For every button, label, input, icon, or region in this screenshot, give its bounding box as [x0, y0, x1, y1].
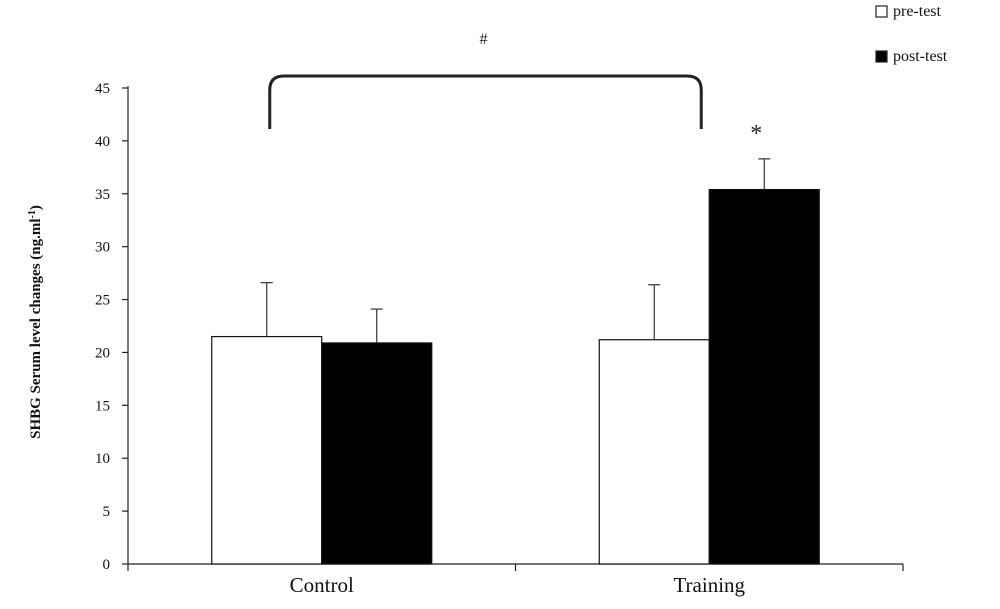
bars: [211, 188, 820, 565]
legend-swatch-pre-test: [875, 5, 888, 18]
y-tick-label: 5: [103, 504, 111, 520]
y-axis-title: SHBG Serum level changes (ng.ml-1): [27, 205, 45, 439]
legend-label-pre-test: pre-test: [893, 3, 942, 20]
y-axis-title-superscript: -1: [27, 210, 38, 218]
bar-post-test-control: [321, 342, 433, 565]
y-tick-label: 10: [95, 451, 110, 467]
bar-pre-test-control: [211, 335, 323, 565]
bar-post-test-training: [708, 188, 820, 565]
y-tick-label: 25: [95, 293, 110, 309]
y-tick-label: 45: [95, 81, 110, 97]
y-ticks: 0 5 10 15 20 25 30 35 40 45: [95, 81, 128, 573]
annotations: # *: [268, 31, 762, 147]
y-tick-label: 40: [95, 134, 110, 150]
y-tick-label: 20: [95, 345, 110, 361]
legend-swatch-post-test: [875, 50, 888, 63]
bar-pre-test-training: [598, 339, 710, 565]
category-label-training: Training: [673, 573, 745, 597]
legend-label-post-test: post-test: [893, 48, 948, 65]
category-labels: Control Training: [290, 573, 746, 597]
y-tick-label: 0: [103, 557, 111, 573]
legend: pre-test post-test: [875, 3, 948, 65]
group-bracket-symbol: #: [480, 31, 488, 48]
group-bracket: [268, 74, 703, 129]
x-ticks: [127, 564, 904, 571]
significance-asterisk: *: [750, 121, 762, 147]
error-bars: [260, 158, 771, 343]
category-label-control: Control: [290, 573, 354, 597]
y-tick-label: 15: [95, 398, 110, 414]
y-tick-label: 35: [95, 187, 110, 203]
y-tick-label: 30: [95, 240, 110, 256]
